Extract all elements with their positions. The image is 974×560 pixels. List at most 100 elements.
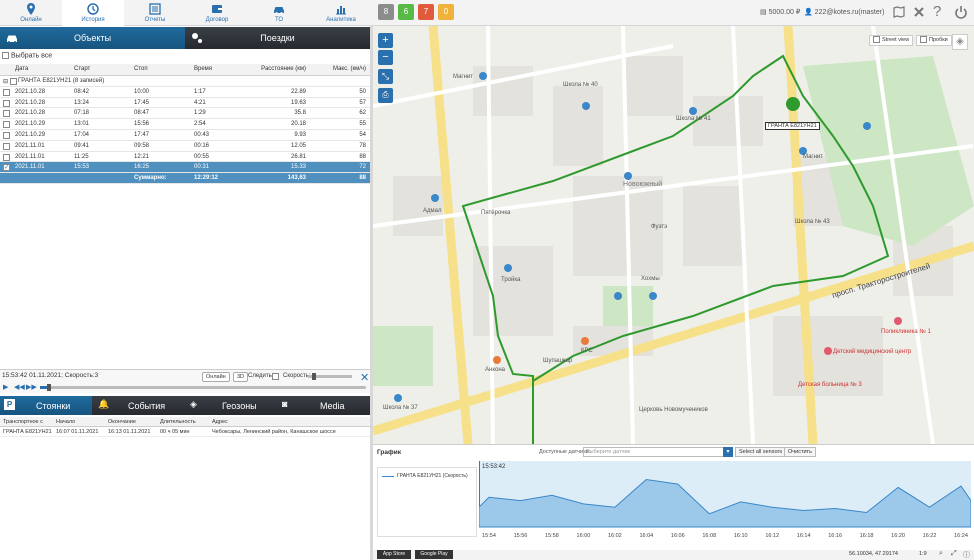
table-row[interactable]: 2021.11.01 15:53 16:25 00:31 15.33 72 bbox=[0, 162, 370, 174]
tab-trips[interactable]: Поездки bbox=[185, 27, 370, 49]
speed-chart[interactable]: 15:53:42 15:54 15:56 15:58 16:00 16:02 16:04 1… bbox=[479, 461, 971, 541]
row-checkbox[interactable] bbox=[3, 110, 12, 118]
col-date[interactable]: Дата bbox=[15, 66, 29, 72]
table-row[interactable]: 2021.11.01 11:25 12:21 00:55 26.81 88 bbox=[0, 152, 370, 163]
status-badge-yellow[interactable]: 0 bbox=[438, 4, 454, 20]
map[interactable]: Школа № 40 Школа № 41 Школа № 43 Магнит … bbox=[373, 26, 974, 444]
row-checkbox[interactable] bbox=[3, 99, 12, 107]
nav-contract[interactable]: Договор bbox=[186, 0, 248, 26]
status-badge-gray[interactable]: 8 bbox=[378, 4, 394, 20]
balance-value: 5000.00 ₽ bbox=[768, 9, 801, 16]
fullscreen-icon[interactable]: ⤢ bbox=[951, 550, 957, 557]
group-row[interactable]: ⊟ ГРАНТА Е821УН21 (8 записей) bbox=[0, 76, 370, 87]
col-max-speed[interactable]: Макс. (км/ч) bbox=[333, 66, 366, 72]
nav-online[interactable]: Онлайн bbox=[0, 0, 62, 26]
fast-forward-icon[interactable]: ▶▶ bbox=[26, 384, 37, 391]
follow-checkbox[interactable] bbox=[272, 373, 279, 380]
table-row[interactable]: 2021.10.28 13:24 17:45 4:21 19.63 57 bbox=[0, 98, 370, 109]
row-checkbox[interactable] bbox=[3, 121, 12, 129]
cell-distance: 26.81 bbox=[290, 153, 306, 160]
nav-maintenance[interactable]: ТО bbox=[248, 0, 310, 26]
fullscreen-icon[interactable]: ⤡ bbox=[378, 69, 393, 84]
row-checkbox[interactable] bbox=[3, 88, 12, 96]
tools-icon[interactable] bbox=[912, 5, 926, 21]
nav-analytics[interactable]: Аналитика bbox=[310, 0, 372, 26]
row-checkbox[interactable] bbox=[3, 142, 12, 150]
tab-objects[interactable]: Объекты bbox=[0, 27, 185, 49]
nav-reports[interactable]: Отчеты bbox=[124, 0, 186, 26]
x-tick-label: 16:16 bbox=[828, 533, 842, 539]
select-all-checkbox[interactable] bbox=[2, 52, 9, 59]
status-badge-green[interactable]: 6 bbox=[398, 4, 414, 20]
speed-slider[interactable] bbox=[308, 373, 352, 380]
col-start[interactable]: Старт bbox=[74, 66, 91, 72]
rewind-icon[interactable]: ◀◀ bbox=[14, 384, 25, 391]
power-icon[interactable] bbox=[954, 5, 968, 21]
col-stop[interactable]: Стоп bbox=[134, 66, 148, 72]
cell-stop: 15:56 bbox=[134, 121, 150, 128]
group-toggle-icon[interactable]: ⊟ bbox=[3, 78, 19, 85]
layers-icon[interactable]: ◈ bbox=[952, 34, 968, 50]
progress-knob[interactable] bbox=[46, 384, 51, 391]
cell-max-speed: 72 bbox=[359, 164, 366, 171]
tab-parking[interactable]: P Стоянки bbox=[0, 396, 92, 415]
wallet-icon bbox=[212, 5, 222, 13]
cell-distance: 19.63 bbox=[290, 99, 306, 106]
play-icon[interactable]: ▶ bbox=[3, 384, 9, 391]
table-row[interactable]: 2021.11.01 09:41 09:58 00:16 12.05 78 bbox=[0, 141, 370, 152]
nav-history[interactable]: История bbox=[62, 0, 124, 26]
info-icon[interactable]: ⓘ bbox=[963, 552, 970, 559]
zoom-in-button[interactable]: + bbox=[378, 33, 393, 48]
row-checkbox[interactable] bbox=[3, 164, 12, 172]
online-button[interactable]: Онлайн bbox=[202, 372, 230, 382]
row-checkbox[interactable] bbox=[3, 153, 12, 161]
map-canvas[interactable]: Школа № 40 Школа № 41 Школа № 43 Магнит … bbox=[373, 26, 974, 444]
cell-date: 2021.11.01 bbox=[15, 153, 45, 160]
map-book-icon[interactable] bbox=[892, 5, 906, 21]
col-time[interactable]: Время bbox=[194, 66, 213, 72]
col-end[interactable]: Окончание bbox=[108, 419, 136, 425]
table-row[interactable]: 2021.10.29 17:04 17:47 00:43 9.93 54 bbox=[0, 130, 370, 141]
tab-media[interactable]: ◙ Media bbox=[276, 396, 370, 415]
help-icon[interactable]: ? bbox=[933, 3, 942, 20]
sensor-select[interactable]: Выберите датчик bbox=[583, 447, 733, 457]
street-view-toggle[interactable]: Street view bbox=[869, 35, 914, 46]
select-all[interactable]: Выбрать все bbox=[2, 52, 52, 59]
cell-address: Чебоксары, Ленинский район, Канашское шо… bbox=[212, 429, 336, 435]
zoom-out-button[interactable]: − bbox=[378, 50, 393, 65]
col-start[interactable]: Начало bbox=[56, 419, 76, 425]
map-label: Детская больница № 3 bbox=[798, 381, 862, 388]
traffic-toggle[interactable]: Пробки bbox=[916, 35, 952, 46]
col-duration[interactable]: Длительность bbox=[160, 419, 196, 425]
x-tick-label: 16:00 bbox=[577, 533, 591, 539]
row-checkbox[interactable] bbox=[3, 131, 12, 139]
google-play-button[interactable]: Google Play bbox=[415, 550, 453, 559]
panel-divider[interactable] bbox=[370, 26, 373, 560]
player-progress[interactable] bbox=[40, 384, 366, 391]
col-distance[interactable]: Расстояние (км) bbox=[261, 66, 306, 72]
app-store-button[interactable]: App Store bbox=[377, 550, 411, 559]
nav-label: История bbox=[81, 17, 105, 23]
search-icon[interactable]: ⌕ bbox=[939, 550, 943, 557]
cell-max-speed: 55 bbox=[359, 121, 366, 128]
col-vehicle[interactable]: Транспортное с bbox=[3, 419, 43, 425]
trip-table: Дата Старт Стоп Время Расстояние (км) Ма… bbox=[0, 64, 370, 184]
speed-knob[interactable] bbox=[312, 373, 316, 380]
close-icon[interactable]: ✕ bbox=[360, 372, 370, 384]
status-badge-red[interactable]: 7 bbox=[418, 4, 434, 20]
table-row[interactable]: 2021.10.28 07:18 08:47 1:29 35.8 62 bbox=[0, 108, 370, 120]
user-text[interactable]: 👤 222@kotes.ru(master) bbox=[804, 8, 884, 16]
chevron-down-icon[interactable]: ▾ bbox=[723, 447, 733, 457]
table-row[interactable]: 2021.10.28 08:42 10:00 1:17 22.89 50 bbox=[0, 87, 370, 98]
tab-parking-label: Стоянки bbox=[36, 401, 71, 411]
clear-button[interactable]: Очистить bbox=[784, 447, 816, 457]
col-address[interactable]: Адрес bbox=[212, 419, 228, 425]
tab-geozones[interactable]: ◈ Геозоны bbox=[184, 396, 276, 415]
tab-events[interactable]: 🔔 События bbox=[92, 396, 184, 415]
table-row[interactable]: 2021.10.29 13:01 15:56 2:54 20.18 55 bbox=[0, 119, 370, 130]
select-all-sensors-button[interactable]: Select all sensors bbox=[735, 447, 787, 457]
table-row[interactable]: ГРАНТА Е821УН21 16:07 01.11.2021 16:13 0… bbox=[0, 427, 370, 437]
summary-distance: 143,63 bbox=[287, 175, 306, 182]
print-icon[interactable]: ⎙ bbox=[378, 88, 393, 103]
3d-button[interactable]: 3D bbox=[233, 372, 249, 382]
